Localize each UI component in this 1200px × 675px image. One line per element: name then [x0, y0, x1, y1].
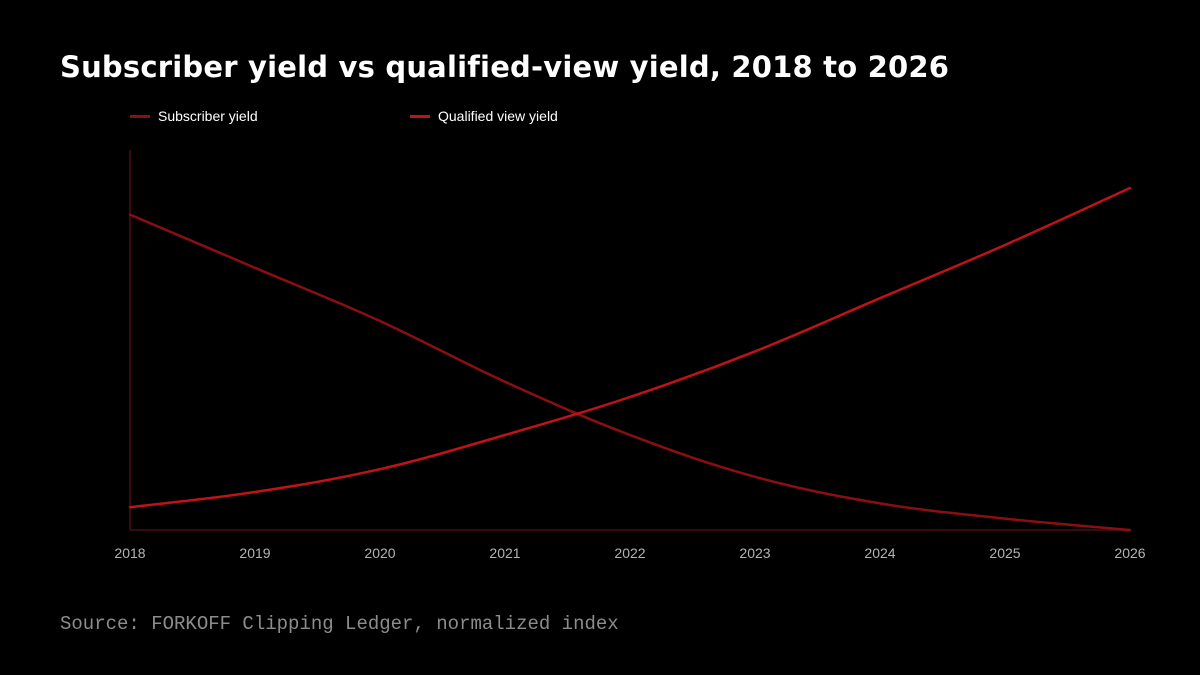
legend-item-subscriber-yield: Subscriber yield — [130, 106, 258, 126]
legend-swatch-subscriber-yield — [130, 114, 150, 118]
legend-swatch-qualified-view-yield — [410, 114, 430, 118]
series-line-subscriber-yield — [128, 213, 1132, 532]
x-tick-label: 2019 — [239, 545, 270, 561]
legend-item-qualified-view-yield: Qualified view yield — [410, 106, 558, 126]
x-tick-label: 2025 — [989, 545, 1020, 561]
x-tick-label: 2026 — [1114, 545, 1145, 561]
x-tick-label: 2023 — [739, 545, 770, 561]
x-tick-label: 2021 — [489, 545, 520, 561]
source-note: Source: FORKOFF Clipping Ledger, normali… — [60, 613, 619, 635]
legend-label-qualified-view-yield: Qualified view yield — [438, 108, 558, 124]
series-line-qualified-view-yield — [128, 186, 1132, 509]
legend: Subscriber yield Qualified view yield — [130, 106, 730, 126]
x-tick-label: 2018 — [114, 545, 145, 561]
x-tick-label: 2024 — [864, 545, 895, 561]
chart-title: Subscriber yield vs qualified-view yield… — [60, 50, 950, 84]
x-tick-label: 2022 — [614, 545, 645, 561]
legend-label-subscriber-yield: Subscriber yield — [158, 108, 258, 124]
x-tick-label: 2020 — [364, 545, 395, 561]
